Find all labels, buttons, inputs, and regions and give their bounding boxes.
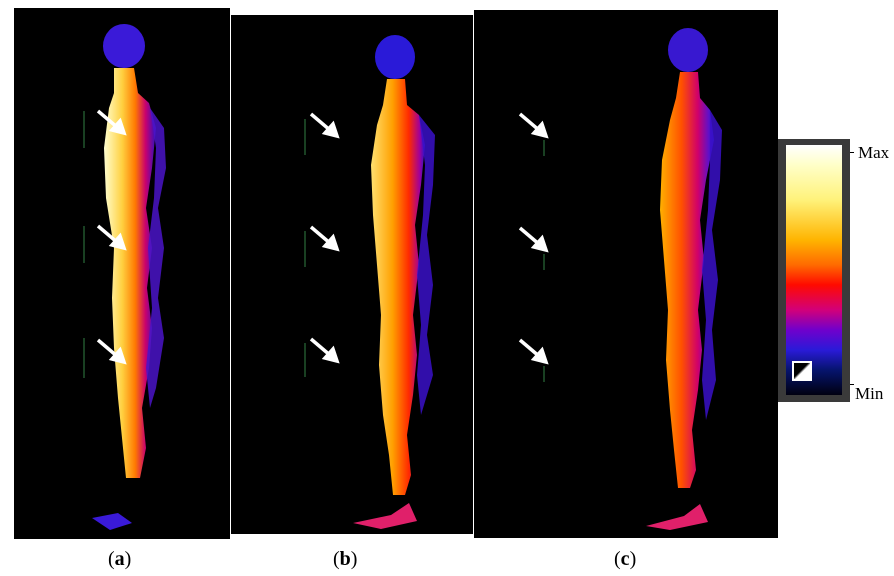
foot-shape <box>646 504 708 530</box>
thermal-image-panel-b <box>231 15 473 534</box>
min-tick <box>850 384 854 385</box>
head-shape <box>668 28 708 72</box>
thermal-image-panel-c <box>474 10 778 538</box>
body-shape <box>660 72 714 488</box>
scale-max-label: Max <box>858 143 890 162</box>
max-tick <box>850 152 854 153</box>
palette-icon <box>792 361 812 381</box>
body-shape <box>371 79 425 495</box>
thermal-body-profile-b <box>304 35 435 529</box>
thermal-image-panel-a <box>14 8 230 539</box>
panel-caption-c: (c) <box>614 548 637 570</box>
body-shape <box>104 68 156 478</box>
head-shape <box>375 35 415 79</box>
panel-caption-b: (b) <box>333 548 358 570</box>
color-scale-bar <box>778 139 850 402</box>
arrow-icon <box>96 109 127 365</box>
foot-shape <box>92 513 132 530</box>
head-shape <box>103 24 145 68</box>
panel-caption-a: (a) <box>108 548 132 570</box>
thermal-body-profile-c <box>518 28 722 530</box>
foot-shape <box>353 503 417 529</box>
thermal-body-profile-a <box>83 24 166 530</box>
scale-min-label: Min <box>855 384 884 403</box>
color-scale-gradient <box>786 145 842 395</box>
arrow-icon <box>309 112 340 364</box>
arrow-icon <box>518 112 549 365</box>
